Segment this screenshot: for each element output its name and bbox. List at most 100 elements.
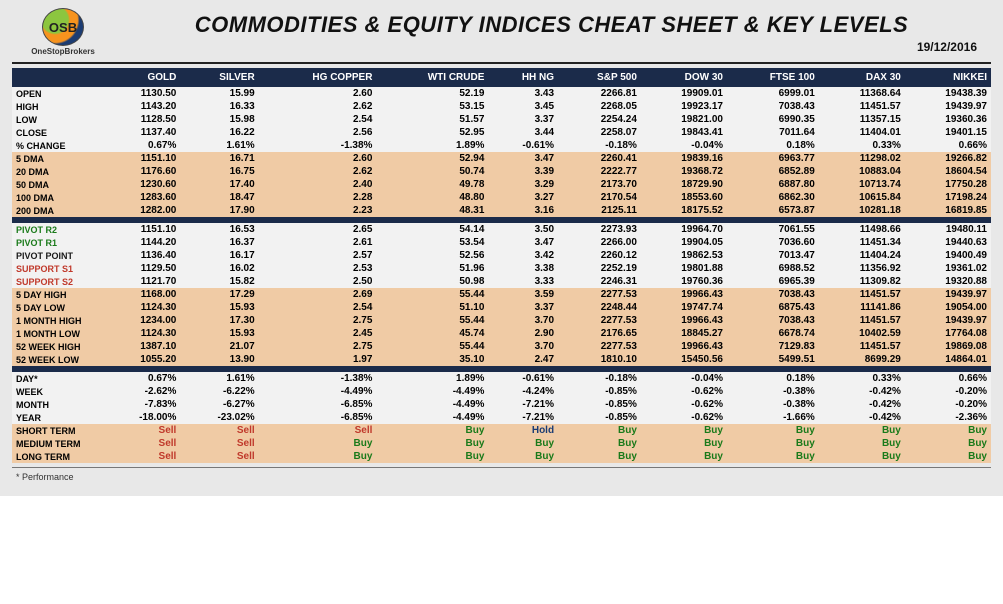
data-cell: -2.62% — [102, 385, 180, 398]
data-cell: 17.40 — [180, 178, 258, 191]
data-cell: 2254.24 — [558, 113, 641, 126]
table-head: GOLDSILVERHG COPPERWTI CRUDEHH NGS&P 500… — [12, 68, 991, 87]
row-label: DAY* — [12, 372, 102, 385]
data-cell: 1.61% — [180, 372, 258, 385]
data-cell: 55.44 — [376, 340, 488, 353]
data-cell: -0.62% — [641, 411, 727, 424]
signal-value: Buy — [466, 438, 485, 449]
data-cell: 1128.50 — [102, 113, 180, 126]
data-cell: Buy — [727, 424, 819, 437]
title-block: COMMODITIES & EQUITY INDICES CHEAT SHEET… — [118, 8, 985, 54]
data-cell: 2.50 — [259, 275, 377, 288]
data-cell: 11404.24 — [819, 249, 905, 262]
data-cell: -0.20% — [905, 398, 991, 411]
data-cell: 18175.52 — [641, 204, 727, 217]
data-cell: Sell — [102, 450, 180, 463]
data-cell: 2.53 — [259, 262, 377, 275]
data-cell: 1124.30 — [102, 327, 180, 340]
data-cell: 16819.85 — [905, 204, 991, 217]
data-cell: 3.70 — [488, 314, 558, 327]
data-cell: 52.56 — [376, 249, 488, 262]
data-cell: 15.93 — [180, 327, 258, 340]
signal-value: Buy — [796, 425, 815, 436]
data-cell: 0.33% — [819, 372, 905, 385]
data-cell: 0.18% — [727, 372, 819, 385]
table-row: 100 DMA1283.6018.472.2848.803.272170.541… — [12, 191, 991, 204]
row-label: YEAR — [12, 411, 102, 424]
data-cell: 3.43 — [488, 87, 558, 100]
data-cell: 15.99 — [180, 87, 258, 100]
data-cell: 7038.43 — [727, 100, 819, 113]
data-cell: 3.59 — [488, 288, 558, 301]
data-cell: 6990.35 — [727, 113, 819, 126]
data-cell: 2266.00 — [558, 236, 641, 249]
signal-value: Buy — [618, 425, 637, 436]
data-cell: 14864.01 — [905, 353, 991, 366]
data-cell: 6862.30 — [727, 191, 819, 204]
data-cell: 19760.36 — [641, 275, 727, 288]
data-cell: Buy — [905, 424, 991, 437]
data-cell: 19360.36 — [905, 113, 991, 126]
data-cell: 19747.74 — [641, 301, 727, 314]
data-cell: 15450.56 — [641, 353, 727, 366]
data-cell: 1.89% — [376, 372, 488, 385]
brand-logo: OSB OneStopBrokers — [18, 8, 108, 56]
data-cell: -1.38% — [259, 372, 377, 385]
column-header: FTSE 100 — [727, 68, 819, 87]
data-cell: 1282.00 — [102, 204, 180, 217]
page-title: COMMODITIES & EQUITY INDICES CHEAT SHEET… — [118, 12, 985, 38]
row-label: MONTH — [12, 398, 102, 411]
table-row: 50 DMA1230.6017.402.4049.783.292173.7018… — [12, 178, 991, 191]
data-cell: 2.28 — [259, 191, 377, 204]
signal-value: Sell — [159, 425, 177, 436]
data-cell: 2.60 — [259, 152, 377, 165]
data-cell: 6852.89 — [727, 165, 819, 178]
data-cell: 2.75 — [259, 314, 377, 327]
data-cell: Buy — [488, 437, 558, 450]
signal-value: Buy — [968, 451, 987, 462]
data-cell: 3.50 — [488, 223, 558, 236]
data-cell: 2252.19 — [558, 262, 641, 275]
data-cell: 51.96 — [376, 262, 488, 275]
data-cell: 3.70 — [488, 340, 558, 353]
data-cell: 2277.53 — [558, 288, 641, 301]
data-cell: -0.04% — [641, 139, 727, 152]
signal-value: Buy — [704, 425, 723, 436]
data-cell: 3.37 — [488, 113, 558, 126]
data-cell: 10402.59 — [819, 327, 905, 340]
data-cell: 1151.10 — [102, 223, 180, 236]
data-cell: 50.98 — [376, 275, 488, 288]
signal-value: Sell — [355, 425, 373, 436]
data-cell: 17.90 — [180, 204, 258, 217]
data-cell: 1168.00 — [102, 288, 180, 301]
data-cell: 53.15 — [376, 100, 488, 113]
data-cell: 6887.80 — [727, 178, 819, 191]
data-cell: 7013.47 — [727, 249, 819, 262]
table-row: MEDIUM TERMSellSellBuyBuyBuyBuyBuyBuyBuy… — [12, 437, 991, 450]
data-cell: 2260.41 — [558, 152, 641, 165]
row-label: 20 DMA — [12, 165, 102, 178]
table-row: 52 WEEK HIGH1387.1021.072.7555.443.70227… — [12, 340, 991, 353]
data-cell: 7011.64 — [727, 126, 819, 139]
row-label: PIVOT R1 — [12, 236, 102, 249]
data-cell: Buy — [558, 424, 641, 437]
data-cell: 3.39 — [488, 165, 558, 178]
table-row: 5 DMA1151.1016.712.6052.943.472260.41198… — [12, 152, 991, 165]
data-cell: 10713.74 — [819, 178, 905, 191]
data-cell: 1136.40 — [102, 249, 180, 262]
data-cell: 52.19 — [376, 87, 488, 100]
data-cell: 15.93 — [180, 301, 258, 314]
signal-value: Buy — [618, 451, 637, 462]
table-row: LONG TERMSellSellBuyBuyBuyBuyBuyBuyBuyBu… — [12, 450, 991, 463]
row-label: 100 DMA — [12, 191, 102, 204]
data-cell: -0.18% — [558, 139, 641, 152]
column-header: DOW 30 — [641, 68, 727, 87]
data-cell: -0.62% — [641, 385, 727, 398]
data-cell: 2.45 — [259, 327, 377, 340]
data-cell: 19438.39 — [905, 87, 991, 100]
data-cell: 19923.17 — [641, 100, 727, 113]
table-row: PIVOT R11144.2016.372.6153.543.472266.00… — [12, 236, 991, 249]
table-row: SUPPORT S21121.7015.822.5050.983.332246.… — [12, 275, 991, 288]
data-cell: 1151.10 — [102, 152, 180, 165]
data-cell: 3.27 — [488, 191, 558, 204]
